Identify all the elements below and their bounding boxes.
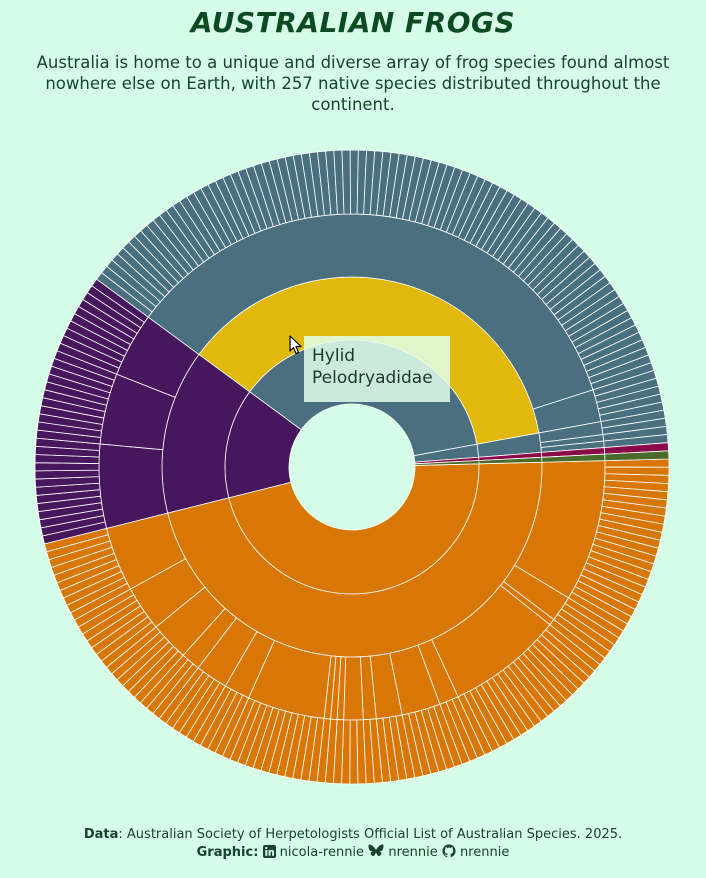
graphic-credit: Graphic: nicola-rennie nrennie nrennie [196,844,510,860]
bluesky-butterfly-icon [368,844,384,857]
linkedin-icon [262,845,276,858]
github-handle: nrennie [460,845,510,860]
species-segment[interactable] [349,719,359,785]
genus-segment[interactable] [343,656,364,721]
github-icon [442,844,456,858]
tooltip-line-1: Hylid [312,346,356,366]
linkedin-handle: nicola-rennie [279,845,365,860]
chart-title: AUSTRALIAN FROGS [190,6,516,39]
caption: Data: Australian Society of Herpetologis… [0,826,706,862]
bluesky-handle: nrennie [388,845,438,860]
data-source: Data: Australian Society of Herpetologis… [0,826,706,844]
tooltip-line-2: Pelodryadidae [312,368,433,388]
species-segment[interactable] [34,462,100,472]
data-source-text: : Australian Society of Herpetologists O… [118,827,623,842]
species-segment[interactable] [604,450,670,462]
chart-subtitle: Australia is home to a unique and divers… [36,53,670,114]
graphic-label: Graphic [196,845,254,860]
sunburst-chart[interactable] [0,130,706,820]
mouse-cursor-icon [289,335,302,355]
genus-segment[interactable] [98,443,169,529]
tooltip: Hylid Pelodryadidae [304,336,450,402]
data-label: Data [83,827,119,842]
